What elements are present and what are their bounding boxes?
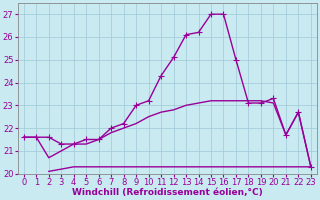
X-axis label: Windchill (Refroidissement éolien,°C): Windchill (Refroidissement éolien,°C)	[72, 188, 263, 197]
